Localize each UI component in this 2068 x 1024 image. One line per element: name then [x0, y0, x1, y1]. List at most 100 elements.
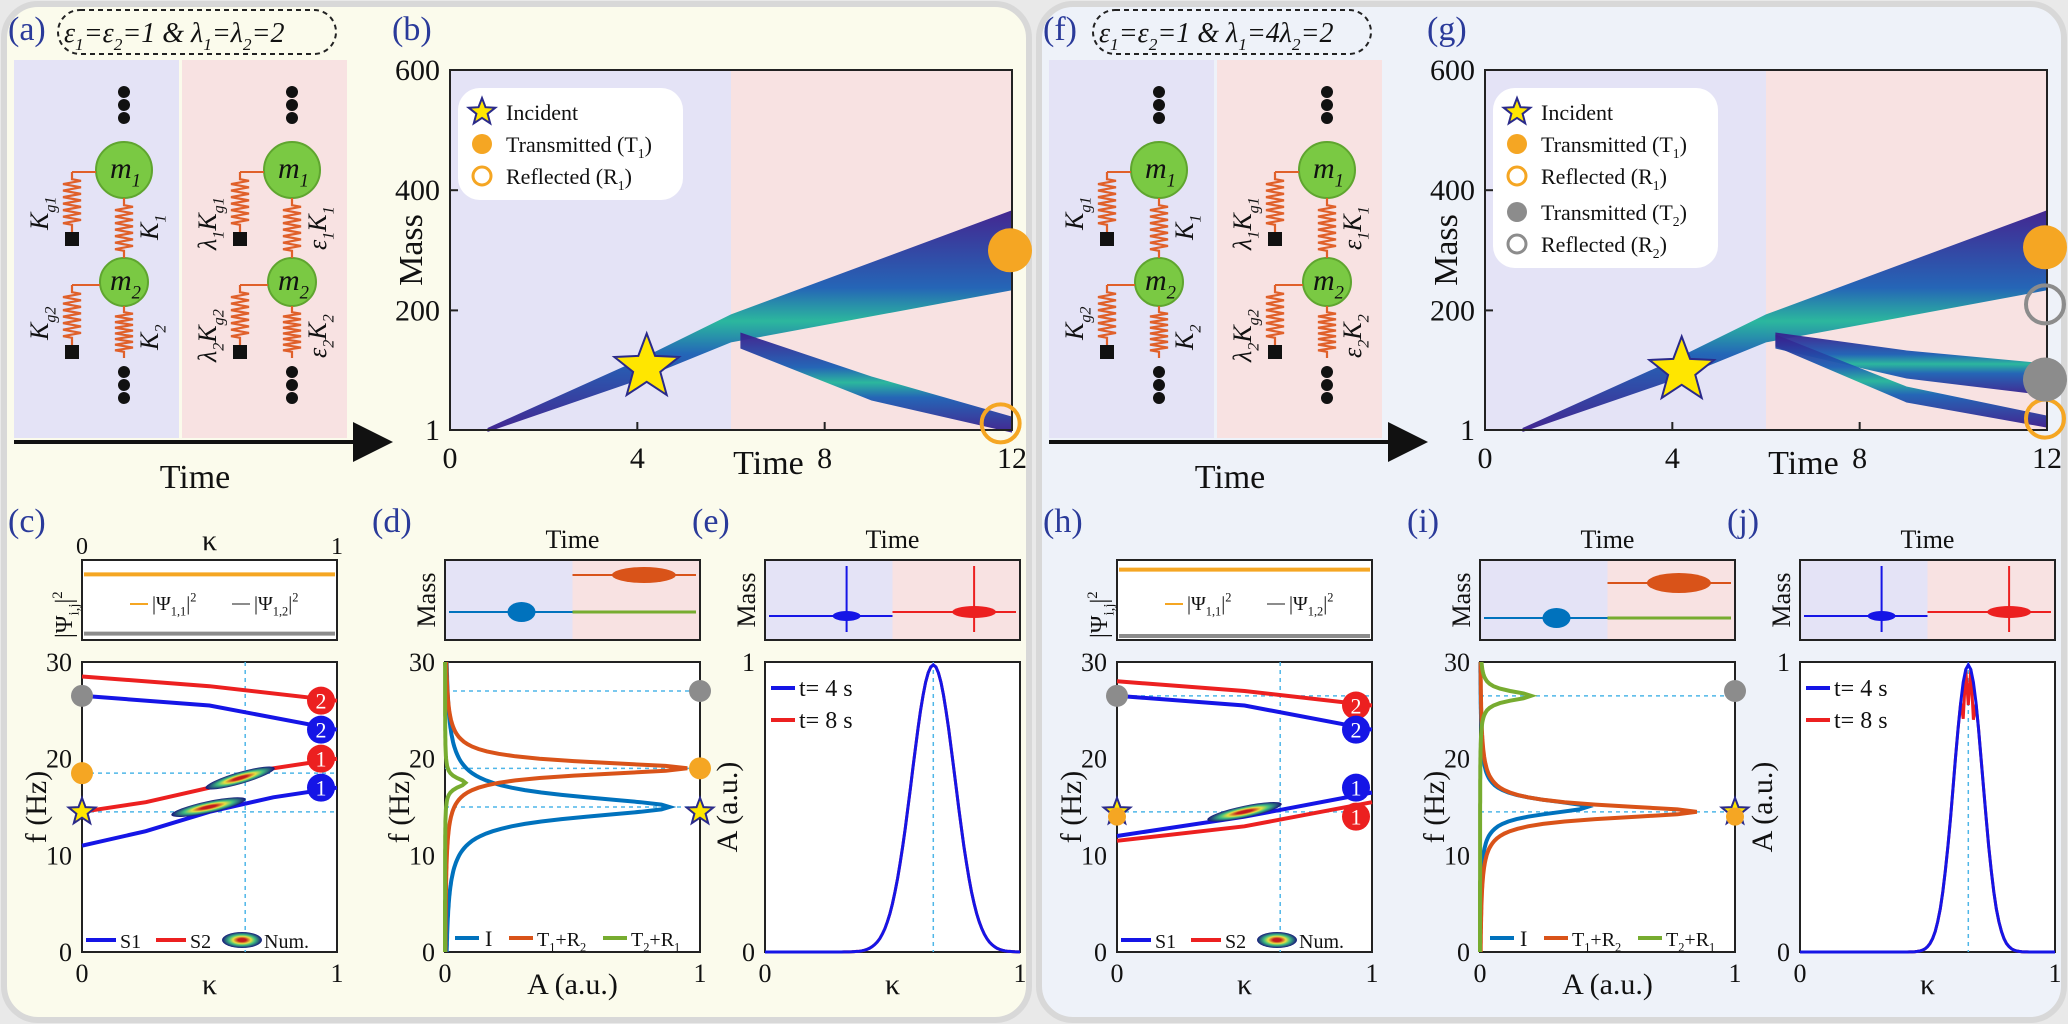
panel-label-e: (e): [692, 503, 730, 540]
x-tick-label: 0: [1478, 442, 1493, 475]
ground-block: [1100, 232, 1114, 246]
x-tick-label: 12: [2032, 442, 2062, 475]
legend-ring: [471, 165, 493, 187]
side-marker-gray: [1106, 684, 1128, 707]
text-span: 1: [152, 215, 169, 223]
ellipsis-dot: [1321, 112, 1333, 124]
spring: [62, 172, 82, 232]
text-span: ε: [1138, 18, 1149, 49]
text-span: +R: [649, 929, 674, 951]
text-span: K: [1060, 321, 1089, 341]
side-marker-star: [65, 794, 99, 826]
y-axis-label: A (a.u.): [711, 762, 744, 853]
region-pink: [1217, 60, 1382, 438]
spring-label: K2: [1170, 325, 1204, 351]
panel-label-g: (g): [1427, 11, 1467, 48]
text-span: 2: [1149, 35, 1158, 54]
numerical-blob: [171, 797, 246, 817]
text-span: K: [303, 321, 332, 341]
x-axis-label: A (a.u.): [527, 968, 618, 1001]
y-tick-label: 30: [409, 648, 435, 677]
ellipsis-dot: [118, 86, 130, 98]
text-span: K: [135, 221, 164, 241]
text-span: 2: [1355, 314, 1372, 322]
text-span: ): [1680, 132, 1687, 157]
y-tick-label: 400: [395, 174, 440, 207]
numerical-blob: [1207, 801, 1282, 822]
ground-block: [1268, 232, 1282, 246]
spring: [1317, 306, 1337, 358]
text-span: T: [537, 929, 549, 951]
text-span: g1: [42, 197, 59, 213]
legend-incident: I: [485, 926, 492, 951]
incident-packet: [507, 602, 536, 622]
y-tick-label: 0: [742, 938, 755, 967]
x-tick-label: 12: [997, 442, 1027, 475]
x-tick-label: 1: [1014, 959, 1027, 988]
ellipsis-dot: [1153, 86, 1165, 98]
text-span: ε: [64, 18, 75, 49]
reflected-beam: [740, 332, 1012, 433]
text-span: 2: [190, 591, 196, 605]
text-span: 1: [638, 146, 645, 161]
text-span: 2: [580, 941, 586, 955]
spring-label: Kg2: [1060, 307, 1094, 341]
x-tick-label: 0: [76, 959, 89, 988]
text-span: 1: [549, 941, 555, 955]
mode-badge-label: 1: [316, 747, 327, 772]
y-tick-label: 1: [425, 414, 440, 447]
text-span: 2: [243, 35, 252, 54]
text-span: ): [1660, 164, 1667, 189]
text-span: λ: [1228, 239, 1257, 251]
kspectrum-t= 4 s: [765, 662, 1020, 954]
text-span: m: [1313, 152, 1335, 185]
panel-label-j: (j): [1727, 503, 1759, 540]
y-tick-label: 0: [1094, 938, 1107, 967]
text-span: 1: [320, 232, 337, 240]
spring: [1097, 172, 1117, 232]
y-tick-label: 0: [422, 938, 435, 967]
text-span: 1: [1709, 941, 1715, 955]
panel-label-f: (f): [1043, 11, 1077, 48]
text-span: 1: [1584, 941, 1590, 955]
ground-block: [1268, 345, 1282, 359]
text-span: K: [303, 213, 332, 233]
legend-t2r1: T2+R1: [1666, 929, 1715, 955]
x-axis-label: κ: [885, 968, 900, 1001]
text-span: 2: [1085, 591, 1101, 598]
text-span: ε: [1338, 347, 1367, 358]
branch-S2: [1116, 800, 1373, 843]
strip-mass-label: Mass: [1767, 573, 1796, 628]
ellipsis-dot: [1153, 392, 1165, 404]
text-span: Reflected (R: [1541, 232, 1653, 257]
text-span: 1: [300, 170, 309, 191]
mode-badge: [1342, 773, 1370, 802]
panel-label-h: (h): [1043, 503, 1083, 540]
ground-block: [233, 345, 247, 359]
text-span: 2: [1335, 282, 1344, 303]
ground-block: [233, 232, 247, 246]
x-tick-label: 0: [759, 959, 772, 988]
strip-time-label: Time: [866, 525, 920, 554]
text-span: T: [1572, 929, 1584, 951]
text-span: 2: [1245, 343, 1262, 351]
y-tick-label: 0: [1777, 938, 1790, 967]
legend-incident: I: [1520, 926, 1527, 951]
ellipsis-dot: [1153, 379, 1165, 391]
y-tick-label: 20: [1081, 745, 1107, 774]
text-span: λ: [1228, 351, 1257, 363]
text-span: |Ψ: [254, 593, 273, 615]
y-tick-label: 600: [1430, 54, 1475, 87]
y-tick-label: 10: [409, 841, 435, 870]
y-tick-label: 20: [1444, 745, 1470, 774]
text-span: |Ψ: [52, 615, 78, 638]
text-span: K: [135, 331, 164, 351]
x-axis-label: Time: [733, 445, 804, 482]
text-span: i,j: [1102, 604, 1118, 616]
legend-s1: S1: [1155, 931, 1176, 953]
ellipsis-dot: [1321, 392, 1333, 404]
text-span: T: [1666, 929, 1678, 951]
text-span: ): [625, 164, 632, 189]
panel-label-d: (d): [372, 503, 412, 540]
